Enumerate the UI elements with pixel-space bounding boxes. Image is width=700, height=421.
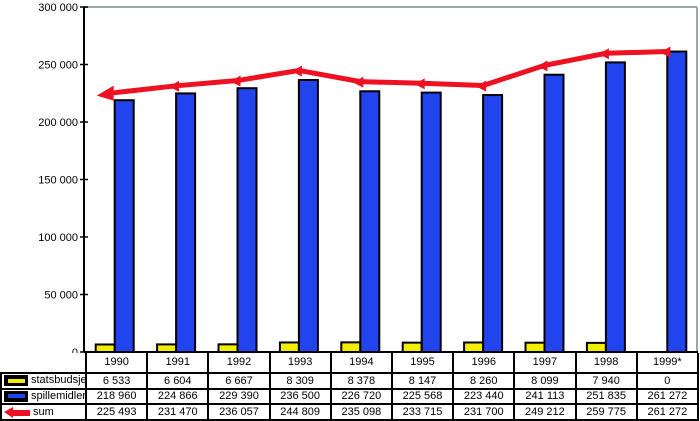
value-cell: 226 720 [329, 387, 393, 406]
sum-line [112, 49, 670, 96]
value-cell: 261 272 [635, 403, 700, 421]
value-cell: 7 940 [574, 371, 638, 390]
year-header-cell: 1995 [390, 353, 455, 374]
sum-line-marker [660, 46, 671, 58]
value-cell: 241 113 [513, 387, 577, 406]
sum-line-marker [353, 76, 364, 88]
value-cell: 224 866 [146, 387, 210, 406]
bar-statsbudsjett-1992 [217, 343, 239, 353]
bar-spillemidler-1999* [666, 50, 688, 353]
value-cell: 236 057 [207, 403, 271, 421]
value-cell: 229 390 [207, 387, 271, 406]
value-cell: 249 212 [513, 403, 577, 421]
value-cell: 8 099 [513, 371, 577, 390]
legend-cell-spillemidler: spillemidler [0, 387, 87, 406]
sum-line-marker [96, 85, 114, 101]
value-cell: 244 809 [268, 403, 332, 421]
legend-key: statsbudsjett [3, 374, 86, 387]
year-header-cell: 1997 [513, 353, 577, 374]
value-cell: 8 378 [329, 371, 393, 390]
bar-statsbudsjett-1998 [585, 341, 607, 353]
value-cell: 223 440 [452, 387, 516, 406]
red-arrow-icon [4, 406, 30, 418]
value-cell: 233 715 [390, 403, 455, 421]
y-tick-label: 0 [72, 347, 78, 354]
bar-statsbudsjett-1991 [156, 343, 178, 353]
bar-spillemidler-1995 [420, 91, 442, 353]
bar-statsbudsjett-1994 [340, 341, 362, 353]
year-header-cell: 1996 [452, 353, 516, 374]
year-header-cell: 1991 [146, 353, 210, 374]
legend-label: statsbudsjett [31, 374, 86, 387]
value-cell: 8 147 [390, 371, 455, 390]
value-cell: 225 568 [390, 387, 455, 406]
year-header-cell: 1993 [268, 353, 332, 374]
value-cell: 259 775 [574, 403, 638, 421]
value-cell: 261 272 [635, 387, 700, 406]
legend-label: spillemidler [31, 389, 86, 402]
year-header-cell: 1992 [207, 353, 271, 374]
y-tick-label: 150 000 [38, 175, 78, 187]
table-row: sum 225 493 231 470 236 057 244 809 235 098 23… [0, 403, 700, 421]
key-stripe [7, 378, 25, 383]
value-cell: 6 667 [207, 371, 271, 390]
sum-line-marker [291, 65, 302, 77]
key-stripe [7, 394, 25, 399]
legend-key: sum [3, 405, 84, 418]
bar-statsbudsjett-1996 [463, 341, 485, 354]
bar-statsbudsjett-1997 [524, 341, 546, 354]
sum-line-marker [414, 78, 425, 90]
bar-spillemidler-1993 [297, 79, 319, 354]
data-table: 1990 1991 1992 1993 1994 1995 1996 1997 1998 1999… [0, 353, 700, 421]
y-tick-label: 200 000 [38, 117, 78, 129]
value-cell: 6 533 [84, 371, 149, 390]
value-cell: 8 309 [268, 371, 332, 390]
year-header-row: 1990 1991 1992 1993 1994 1995 1996 1997 1998 1999… [1, 353, 700, 374]
bar-spillemidler-1996 [482, 94, 504, 353]
value-cell: 236 500 [268, 387, 332, 406]
bar-statsbudsjett-1995 [401, 341, 423, 354]
value-cell: 218 960 [84, 387, 149, 406]
y-tick-label: 300 000 [38, 2, 78, 14]
legend-cell-sum: sum [0, 403, 87, 421]
legend-key: spillemidler [3, 389, 86, 403]
year-header-cell: 1990 [84, 353, 149, 374]
bar-spillemidler-1998 [604, 61, 626, 354]
y-tick-label: 50 000 [44, 290, 78, 302]
bar-spillemidler-1990 [113, 99, 135, 353]
combo-chart: 0 50 000 100 000 150 000 200 000 250 000 300 0… [38, 2, 698, 354]
value-cell: 8 260 [452, 371, 516, 390]
bar-spillemidler-1994 [359, 90, 381, 353]
bar-statsbudsjett-1993 [278, 341, 300, 353]
year-header-cell: 1999* [635, 353, 700, 374]
bar-statsbudsjett-1990 [94, 343, 116, 354]
blue-bar-icon [4, 390, 28, 402]
table-row: spillemidler 218 960 224 866 229 390 236 500… [0, 387, 700, 406]
yellow-bar-icon [4, 375, 28, 387]
value-cell: 235 098 [329, 403, 393, 421]
value-cell: 231 470 [146, 403, 210, 421]
legend-cell-statsbudsjett: statsbudsjett [0, 371, 87, 390]
bar-spillemidler-1992 [236, 87, 258, 353]
value-cell: 6 604 [146, 371, 210, 390]
sum-line-marker [230, 75, 241, 87]
bar-spillemidler-1997 [543, 73, 565, 353]
year-header-cell: 1994 [329, 353, 393, 374]
year-header-cell: 1998 [574, 353, 638, 374]
sum-line-marker [476, 80, 487, 92]
value-cell: 0 [635, 371, 700, 390]
y-tick-label: 250 000 [38, 60, 78, 72]
sum-line-marker [169, 80, 180, 92]
legend-label: sum [33, 405, 54, 418]
value-cell: 231 700 [452, 403, 516, 421]
bar-spillemidler-1991 [175, 92, 197, 353]
value-cell: 225 493 [84, 403, 149, 421]
value-cell: 251 835 [574, 387, 638, 406]
table-corner [1, 353, 86, 373]
sum-line-marker [537, 60, 548, 72]
sum-line-marker [598, 48, 609, 60]
y-tick-label: 100 000 [38, 232, 78, 244]
